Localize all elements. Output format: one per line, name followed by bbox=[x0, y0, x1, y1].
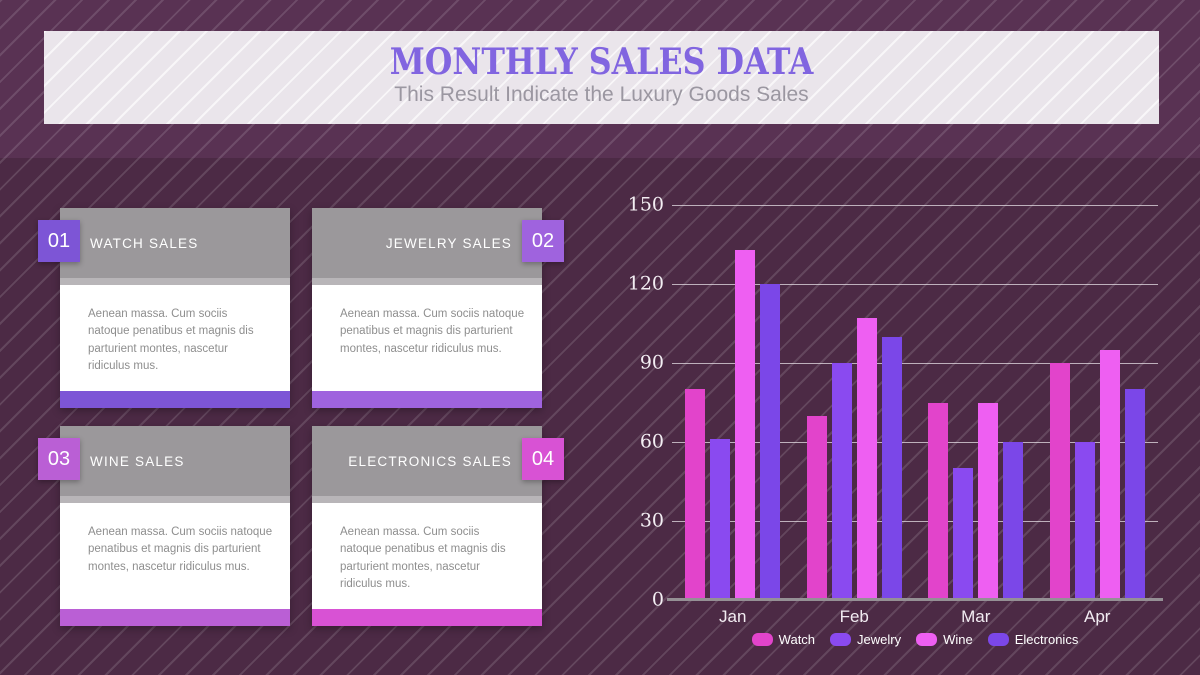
card-title: WATCH SALES bbox=[90, 235, 199, 251]
card-number-badge: 02 bbox=[522, 220, 564, 262]
x-axis-label: Feb bbox=[839, 607, 869, 626]
card-divider bbox=[312, 278, 542, 285]
page-subtitle: This Result Indicate the Luxury Goods Sa… bbox=[394, 82, 809, 106]
bar-electronics bbox=[881, 336, 902, 600]
bar-group-jan bbox=[672, 205, 794, 600]
card-number-badge: 01 bbox=[38, 220, 80, 262]
bar-wine bbox=[978, 402, 999, 600]
y-tick-label: 90 bbox=[639, 351, 664, 374]
card-wine-sales: 03 WINE SALES Aenean massa. Cum sociis n… bbox=[38, 426, 290, 626]
card-body-text: Aenean massa. Cum sociis natoque penatib… bbox=[312, 285, 542, 391]
bar-wine bbox=[1099, 349, 1120, 600]
card-number-badge: 04 bbox=[522, 438, 564, 480]
legend-swatch bbox=[830, 633, 852, 646]
bar-watch bbox=[1049, 363, 1070, 600]
bar-electronics bbox=[760, 284, 781, 600]
card-accent-strip bbox=[312, 609, 542, 626]
card-accent-strip bbox=[60, 391, 290, 408]
gridline bbox=[672, 363, 1158, 364]
x-axis-label: Mar bbox=[961, 607, 991, 626]
x-axis-label: Apr bbox=[1084, 607, 1111, 626]
bar-electronics bbox=[1003, 442, 1024, 600]
card-accent-strip bbox=[60, 609, 290, 626]
x-axis-line bbox=[667, 598, 1163, 601]
gridline bbox=[672, 284, 1158, 285]
bar-wine bbox=[856, 318, 877, 600]
card-jewelry-sales: 02 JEWELRY SALES Aenean massa. Cum socii… bbox=[312, 208, 564, 408]
card-number-badge: 03 bbox=[38, 438, 80, 480]
card-divider bbox=[312, 496, 542, 503]
bar-jewelry bbox=[1074, 442, 1095, 600]
card-body-text: Aenean massa. Cum sociis natoque penatib… bbox=[60, 503, 290, 609]
legend-item-watch: Watch bbox=[751, 632, 816, 647]
card-header: WINE SALES bbox=[60, 426, 290, 496]
bar-electronics bbox=[1124, 389, 1145, 600]
bar-jewelry bbox=[710, 439, 731, 600]
card-header: WATCH SALES bbox=[60, 208, 290, 278]
card-title: JEWELRY SALES bbox=[385, 235, 512, 251]
gridline bbox=[672, 521, 1158, 522]
legend-label: Jewelry bbox=[857, 632, 902, 647]
chart-legend: Watch Jewelry Wine Electronics bbox=[672, 632, 1158, 647]
card-electronics-sales: 04 ELECTRONICS SALES Aenean massa. Cum s… bbox=[312, 426, 564, 626]
gridline bbox=[672, 442, 1158, 443]
legend-item-electronics: Electronics bbox=[987, 632, 1079, 647]
y-tick-label: 0 bbox=[651, 588, 664, 611]
bar-watch bbox=[928, 402, 949, 600]
monthly-sales-bar-chart: 0 30 60 90 120 150 Jan Feb Mar Apr Watch Jewelry W… bbox=[628, 194, 1163, 665]
bar-jewelry bbox=[831, 363, 852, 600]
x-axis-label: Jan bbox=[719, 607, 747, 626]
card-body-text: Aenean massa. Cum sociis natoque penatib… bbox=[60, 285, 290, 391]
card-header: ELECTRONICS SALES bbox=[312, 426, 542, 496]
legend-item-jewelry: Jewelry bbox=[830, 632, 901, 647]
bar-group-apr bbox=[1037, 205, 1159, 600]
card-accent-strip bbox=[312, 391, 542, 408]
card-title: ELECTRONICS SALES bbox=[348, 453, 512, 469]
page-title: MONTHLY SALES DATA bbox=[389, 41, 814, 83]
bar-group-feb bbox=[794, 205, 916, 600]
card-divider bbox=[60, 278, 290, 285]
y-tick-label: 60 bbox=[639, 430, 664, 453]
header-banner: MONTHLY SALES DATA This Result Indicate … bbox=[44, 31, 1159, 124]
legend-label: Electronics bbox=[1014, 632, 1079, 647]
card-title: WINE SALES bbox=[90, 453, 185, 469]
y-axis-labels: 0 30 60 90 120 150 bbox=[628, 194, 664, 611]
legend-swatch bbox=[987, 633, 1009, 646]
legend-swatch bbox=[916, 633, 938, 646]
y-tick-label: 120 bbox=[627, 272, 664, 295]
bar-watch bbox=[806, 415, 827, 600]
gridline bbox=[672, 205, 1158, 206]
y-tick-label: 30 bbox=[639, 509, 664, 532]
card-divider bbox=[60, 496, 290, 503]
plot-area: Jan Feb Mar Apr bbox=[667, 205, 1163, 626]
bar-jewelry bbox=[953, 468, 974, 600]
legend-label: Watch bbox=[778, 632, 816, 647]
card-watch-sales: 01 WATCH SALES Aenean massa. Cum sociis … bbox=[38, 208, 290, 408]
bar-group-mar bbox=[915, 205, 1037, 600]
legend-swatch bbox=[751, 633, 773, 646]
card-header: JEWELRY SALES bbox=[312, 208, 542, 278]
card-body-text: Aenean massa. Cum sociis natoque penatib… bbox=[312, 503, 542, 609]
legend-item-wine: Wine bbox=[916, 632, 973, 647]
bar-wine bbox=[735, 249, 756, 600]
y-tick-label: 150 bbox=[627, 193, 664, 216]
bar-watch bbox=[685, 389, 706, 600]
legend-label: Wine bbox=[943, 632, 973, 647]
